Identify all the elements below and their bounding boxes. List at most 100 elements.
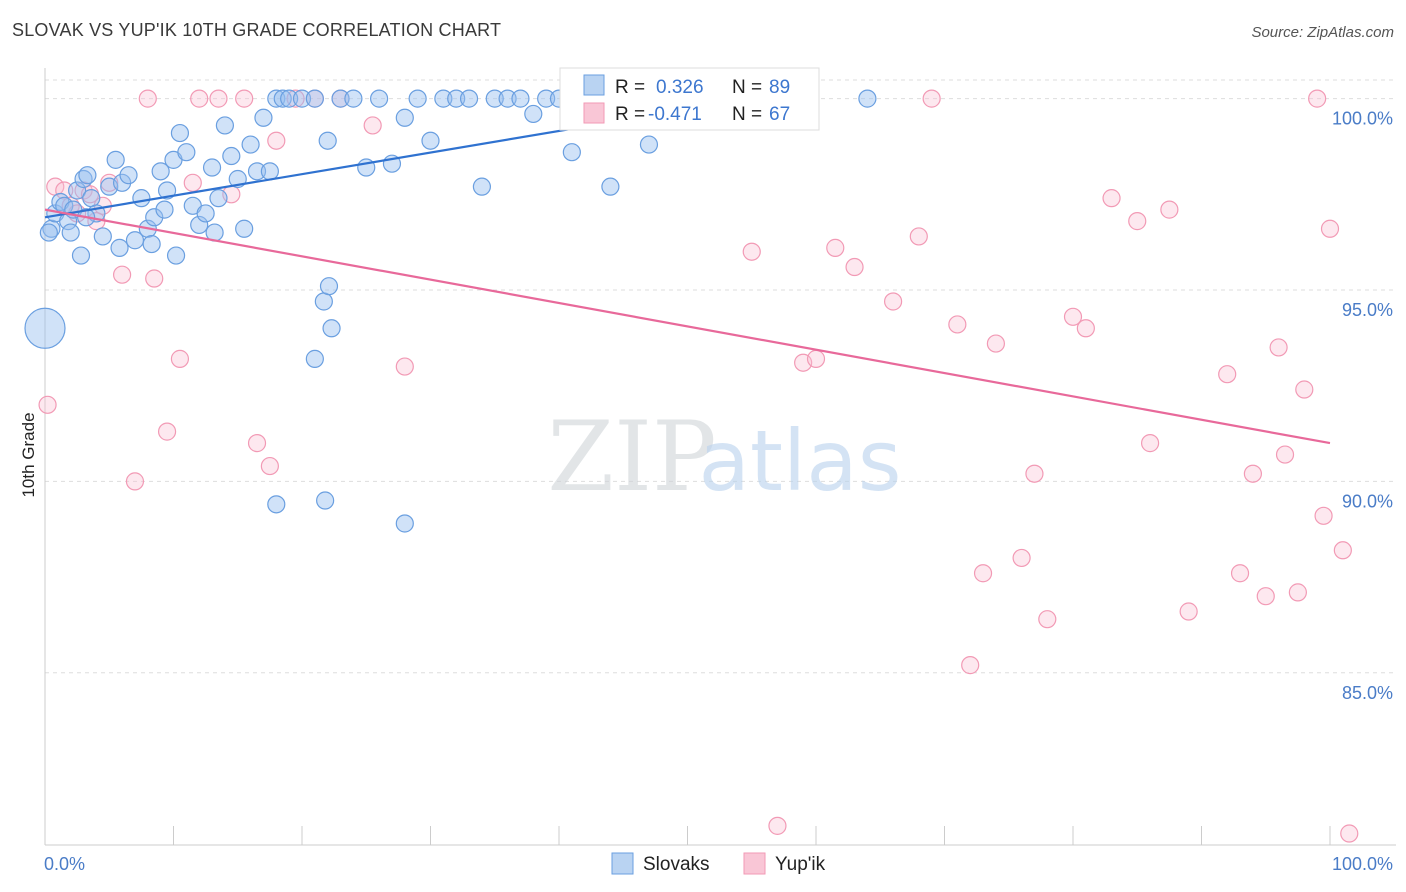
slovaks-point-75: [110, 238, 129, 257]
yupik-point-49: [1076, 319, 1095, 338]
slovaks-point-60: [537, 89, 556, 108]
yupik-point-11: [125, 472, 145, 491]
slovaks-point-43: [318, 131, 337, 150]
source-label: Source: ZipAtlas.com: [1251, 24, 1394, 41]
y-tick-labels: 85.0% 90.0% 95.0% 100.0%: [1332, 109, 1393, 703]
watermark-zip: ZIP: [547, 401, 716, 513]
axes: [44, 68, 1396, 846]
slovaks-point-53: [447, 89, 466, 108]
stats-n-value-blue: 89: [769, 77, 790, 98]
slovaks-point-31: [222, 146, 241, 166]
yupik-point-18: [209, 89, 228, 108]
slovaks-point-82: [305, 349, 324, 368]
yupik-point-52: [1140, 434, 1160, 453]
yupik-point-64: [1314, 506, 1333, 525]
yupik-point-44: [986, 334, 1006, 353]
slovaks-point-86: [267, 495, 286, 514]
y-tick-85: 85.0%: [1342, 683, 1393, 703]
yupik-point-24: [286, 89, 305, 108]
slovaks-point-47: [370, 89, 389, 108]
legend-swatch-yupik: [743, 852, 766, 875]
yupik-point-20: [235, 89, 254, 108]
yupik-point-2: [55, 181, 74, 200]
slovaks-point-17: [132, 189, 151, 208]
slovaks-point-87: [316, 491, 335, 510]
yupik-point-57: [1243, 464, 1263, 483]
slovaks-point-80: [39, 223, 58, 242]
slovaks-point-78: [166, 246, 186, 265]
slovaks-point-large: [24, 307, 66, 349]
stats-legend: R = 0.326 N = 89 R = -0.471 N = 67: [559, 67, 820, 131]
stats-n-value-pink: 67: [769, 104, 790, 125]
yupik-point-63: [1308, 89, 1327, 108]
yupik-point-41: [948, 315, 967, 334]
slovaks-point-81: [71, 246, 91, 265]
slovaks-point-85: [322, 319, 341, 338]
slovaks-point-37: [260, 162, 279, 181]
yupik-point-12: [138, 89, 157, 108]
x-tick-max: 100.0%: [1332, 854, 1393, 874]
y-tick-100: 100.0%: [1332, 109, 1393, 129]
slovaks-point-68: [639, 135, 659, 154]
chart-title: SLOVAK VS YUP'IK 10TH GRADE CORRELATION …: [12, 20, 502, 40]
yupik-point-21: [247, 434, 267, 453]
yupik-point-55: [1218, 365, 1237, 384]
yupik-point-9: [100, 173, 119, 192]
slovaks-point-13: [106, 150, 125, 169]
yupik-point-47: [1038, 610, 1057, 629]
slovaks-point-42: [305, 89, 324, 108]
slovaks-point-58: [511, 89, 530, 108]
stats-r-label-pink: R =: [615, 104, 645, 125]
yupik-point-59: [1269, 338, 1288, 357]
slovaks-point-44: [331, 89, 350, 108]
slovaks-point-57: [498, 89, 517, 108]
slovaks-point-65: [601, 177, 620, 196]
yupik-point-46: [1025, 464, 1044, 483]
stats-swatch-pink: [583, 102, 605, 124]
slovaks-point-11: [93, 227, 112, 246]
yupik-point-58: [1256, 587, 1275, 606]
yupik-point-31: [742, 242, 761, 261]
legend-swatch-slovaks: [611, 852, 634, 875]
yupik-point-40: [922, 89, 941, 108]
slovaks-point-56: [485, 89, 504, 108]
stats-r-value-pink: -0.471: [648, 104, 702, 125]
slovaks-point-19: [145, 208, 164, 227]
slovaks-point-49: [395, 108, 414, 127]
yupik-point-32: [768, 816, 787, 835]
x-tick-labels: 0.0% 100.0%: [44, 854, 1393, 874]
yupik-point-54: [1179, 602, 1198, 621]
yupik-point-39: [909, 227, 928, 246]
yupik-point-42: [961, 656, 980, 675]
slovaks-point-76: [142, 234, 161, 254]
yupik-point-15: [170, 349, 190, 368]
yupik-point-37: [845, 257, 864, 277]
yupik-point-56: [1230, 564, 1250, 583]
slovaks-point-59: [524, 104, 543, 124]
stats-swatch-blue: [583, 74, 605, 96]
yupik-point-22: [260, 456, 279, 476]
slovaks-point-23: [170, 123, 190, 143]
slovaks-point-73: [61, 223, 80, 242]
yupik-point-16: [183, 173, 202, 192]
yupik-point-10: [112, 265, 132, 284]
yupik-point-51: [1128, 212, 1147, 231]
y-axis-label: 10th Grade: [19, 412, 38, 497]
yupik-point-28: [395, 357, 414, 376]
slovaks-point-54: [459, 89, 479, 108]
slovaks-point-33: [235, 219, 254, 238]
y-tick-95: 95.0%: [1342, 300, 1393, 320]
yupik-point-66: [1333, 541, 1352, 560]
slovaks-point-21: [157, 181, 177, 200]
slovaks-point-28: [202, 158, 222, 177]
yupik-point-61: [1288, 583, 1307, 602]
slovaks-point-72: [858, 89, 877, 108]
yupik-point-65: [1320, 219, 1340, 238]
slovaks-point-40: [280, 89, 299, 108]
slovaks-point-84: [319, 277, 339, 296]
grid-lines: [45, 79, 1396, 674]
slovaks-point-6: [68, 181, 87, 200]
slovaks-point-24: [177, 143, 196, 162]
y-tick-90: 90.0%: [1342, 491, 1393, 511]
slovaks-point-36: [254, 108, 273, 127]
